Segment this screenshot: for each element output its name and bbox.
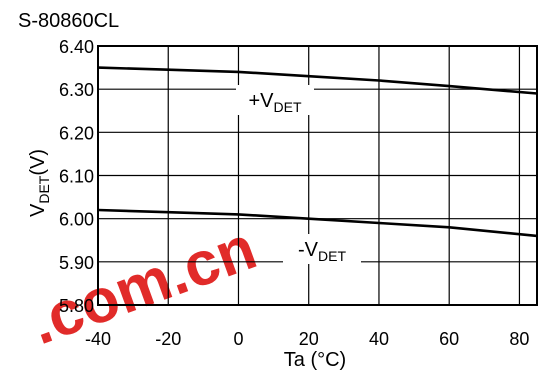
series-label: +VDET <box>248 90 301 115</box>
y-tick-label: 5.80 <box>59 296 94 316</box>
watermark: .com.cn <box>21 213 265 358</box>
y-axis-label-main: V <box>27 203 49 217</box>
series-lines <box>97 66 538 238</box>
x-tick-label: -40 <box>85 329 111 349</box>
chart-title: S-80860CL <box>18 10 119 32</box>
y-axis-label-sub: DET <box>36 175 52 203</box>
plot-frame <box>97 45 538 306</box>
y-tick-labels: 5.80 5.90 6.00 6.10 6.20 6.30 6.40 <box>59 37 94 316</box>
x-tick-label: 40 <box>369 329 389 349</box>
series-label: -VDET <box>298 239 346 264</box>
y-tick-label: 6.30 <box>59 80 94 100</box>
y-tick-label: 6.20 <box>59 123 94 143</box>
series-line <box>97 208 538 238</box>
y-axis-label-tail: (V) <box>27 149 49 176</box>
series-labels: +VDET -VDET <box>236 85 361 264</box>
y-tick-label: 6.00 <box>59 210 94 230</box>
y-tick-label: 6.10 <box>59 167 94 187</box>
y-axis-label: VDET(V) <box>27 149 52 217</box>
x-tick-label: -20 <box>155 329 181 349</box>
series-label-bg <box>283 234 361 264</box>
x-tick-label: 60 <box>439 329 459 349</box>
x-axis-label: Ta (°C) <box>284 349 346 371</box>
x-tick-labels: -40 -20 0 20 40 60 80 <box>85 329 529 349</box>
series-label-bg <box>236 85 314 115</box>
svg-text:VDET(V): VDET(V) <box>27 149 52 217</box>
y-tick-label: 5.90 <box>59 253 94 273</box>
x-tick-label: 80 <box>509 329 529 349</box>
y-tick-label: 6.40 <box>59 37 94 57</box>
x-tick-label: 20 <box>299 329 319 349</box>
series-line <box>97 66 538 95</box>
x-tick-label: 0 <box>233 329 243 349</box>
watermark-text: .com.cn <box>21 213 265 358</box>
